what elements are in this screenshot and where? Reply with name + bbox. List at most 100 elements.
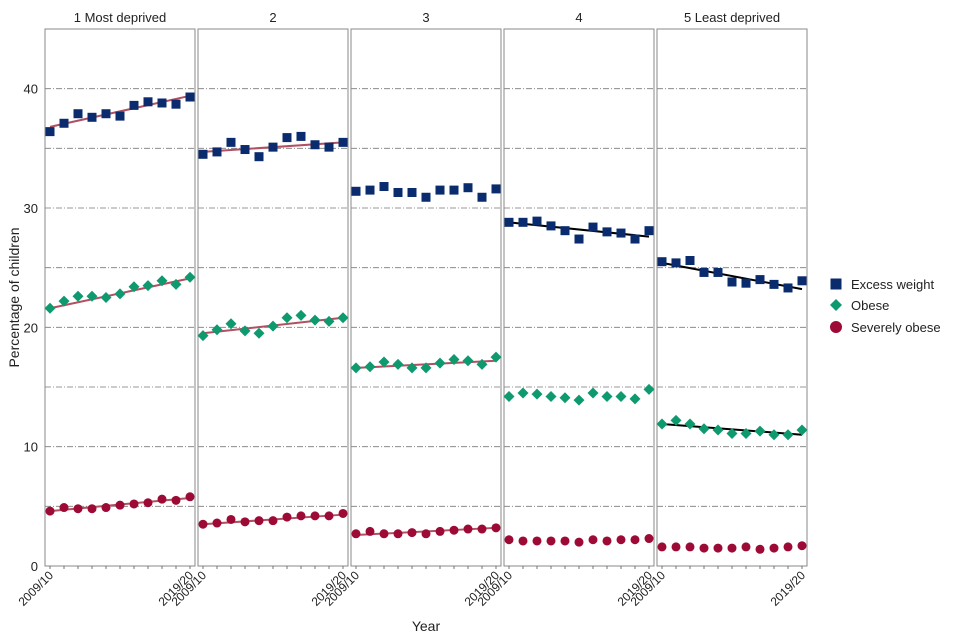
point-excess-weight xyxy=(268,142,278,152)
point-excess-weight xyxy=(171,99,181,109)
point-obese xyxy=(712,424,724,436)
point-severely-obese xyxy=(477,524,487,534)
point-excess-weight xyxy=(310,140,320,150)
point-excess-weight xyxy=(87,112,97,122)
point-excess-weight xyxy=(616,228,626,238)
point-obese xyxy=(114,288,126,300)
point-excess-weight xyxy=(518,217,528,227)
point-excess-weight xyxy=(226,137,236,147)
point-severely-obese xyxy=(546,536,556,546)
point-obese xyxy=(170,278,182,290)
point-severely-obese xyxy=(101,503,111,513)
panel-frame xyxy=(350,28,502,567)
point-excess-weight xyxy=(671,258,681,268)
point-obese xyxy=(281,312,293,324)
point-obese xyxy=(350,362,362,374)
point-severely-obese xyxy=(574,537,584,547)
legend-marker-obese xyxy=(830,299,842,311)
point-excess-weight xyxy=(59,118,69,128)
point-obese xyxy=(434,357,446,369)
point-severely-obese xyxy=(324,511,334,521)
point-obese xyxy=(559,392,571,404)
point-severely-obese xyxy=(755,544,765,554)
point-severely-obese xyxy=(268,516,278,526)
point-excess-weight xyxy=(685,256,695,266)
x-tick-label: 2009/10 xyxy=(16,568,57,609)
trend-line-excess xyxy=(49,94,191,128)
point-excess-weight xyxy=(797,276,807,286)
point-severely-obese xyxy=(699,543,709,553)
point-severely-obese xyxy=(560,536,570,546)
point-obese xyxy=(768,429,780,441)
point-excess-weight xyxy=(449,185,459,195)
point-excess-weight xyxy=(73,109,83,119)
point-obese xyxy=(58,295,70,307)
point-severely-obese xyxy=(449,525,459,535)
point-severely-obese xyxy=(59,503,69,513)
panel-title: 3 xyxy=(422,10,429,25)
point-excess-weight xyxy=(741,278,751,288)
y-tick-label: 10 xyxy=(24,440,38,455)
y-axis-title: Percentage of children xyxy=(6,227,22,367)
point-obese xyxy=(615,391,627,403)
point-excess-weight xyxy=(143,97,153,107)
point-excess-weight xyxy=(435,185,445,195)
y-tick-label: 20 xyxy=(24,320,38,335)
point-severely-obese xyxy=(504,535,514,545)
panel-frame xyxy=(197,28,349,567)
point-excess-weight xyxy=(338,137,348,147)
point-severely-obese xyxy=(226,514,236,524)
point-severely-obese xyxy=(769,543,779,553)
point-severely-obese xyxy=(115,500,125,510)
point-obese xyxy=(295,309,307,321)
point-severely-obese xyxy=(185,492,195,502)
point-obese xyxy=(601,391,613,403)
point-excess-weight xyxy=(185,92,195,102)
y-tick-label: 0 xyxy=(31,559,38,574)
y-tick-label: 40 xyxy=(24,82,38,97)
point-obese xyxy=(337,312,349,324)
point-excess-weight xyxy=(755,275,765,285)
point-excess-weight xyxy=(588,222,598,232)
point-obese xyxy=(225,318,237,330)
point-severely-obese xyxy=(282,512,292,522)
point-excess-weight xyxy=(504,217,514,227)
panel-title: 1 Most deprived xyxy=(74,10,167,25)
point-excess-weight xyxy=(129,100,139,110)
point-obese xyxy=(392,358,404,370)
point-excess-weight xyxy=(115,111,125,121)
point-excess-weight xyxy=(212,147,222,157)
point-excess-weight xyxy=(351,186,361,196)
point-obese xyxy=(184,271,196,283)
point-obese xyxy=(406,362,418,374)
point-obese xyxy=(156,275,168,287)
point-severely-obese xyxy=(45,506,55,516)
point-obese xyxy=(643,383,655,395)
point-excess-weight xyxy=(477,192,487,202)
legend-label: Obese xyxy=(851,298,889,313)
point-severely-obese xyxy=(212,518,222,528)
trend-line-excess xyxy=(508,221,650,238)
point-obese xyxy=(740,428,752,440)
panel-frame xyxy=(503,28,655,567)
point-severely-obese xyxy=(657,542,667,552)
point-severely-obese xyxy=(602,536,612,546)
point-severely-obese xyxy=(421,529,431,539)
point-severely-obese xyxy=(73,504,83,514)
point-excess-weight xyxy=(783,283,793,293)
point-obese xyxy=(44,302,56,314)
point-obese xyxy=(545,391,557,403)
point-severely-obese xyxy=(407,528,417,538)
point-obese xyxy=(656,418,668,430)
point-obese xyxy=(517,387,529,399)
point-obese xyxy=(72,290,84,302)
x-axis-title: Year xyxy=(412,618,441,634)
point-obese xyxy=(531,388,543,400)
point-obese xyxy=(267,320,279,332)
point-obese xyxy=(420,362,432,374)
point-obese xyxy=(726,428,738,440)
point-severely-obese xyxy=(518,536,528,546)
point-severely-obese xyxy=(143,498,153,508)
point-severely-obese xyxy=(630,535,640,545)
point-obese xyxy=(629,393,641,405)
